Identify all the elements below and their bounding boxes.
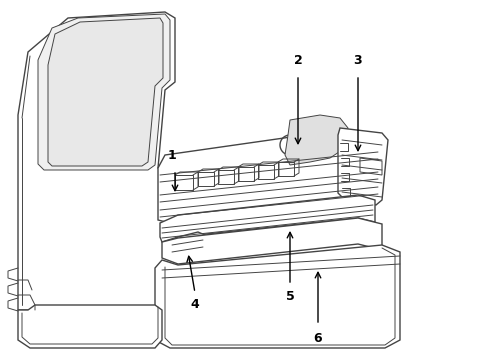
Polygon shape <box>155 245 400 348</box>
Polygon shape <box>158 130 380 225</box>
Polygon shape <box>160 195 375 242</box>
Polygon shape <box>162 218 382 264</box>
Text: 5: 5 <box>286 291 294 303</box>
Polygon shape <box>38 14 170 170</box>
Polygon shape <box>18 305 162 348</box>
Text: 4: 4 <box>191 298 199 311</box>
Text: 3: 3 <box>354 54 362 67</box>
Polygon shape <box>360 158 382 175</box>
Text: 6: 6 <box>314 332 322 345</box>
Text: 1: 1 <box>168 149 176 162</box>
Polygon shape <box>18 12 178 310</box>
Polygon shape <box>338 128 388 205</box>
Polygon shape <box>48 18 163 166</box>
Text: 2: 2 <box>294 54 302 67</box>
Polygon shape <box>285 115 348 165</box>
Polygon shape <box>170 232 205 262</box>
